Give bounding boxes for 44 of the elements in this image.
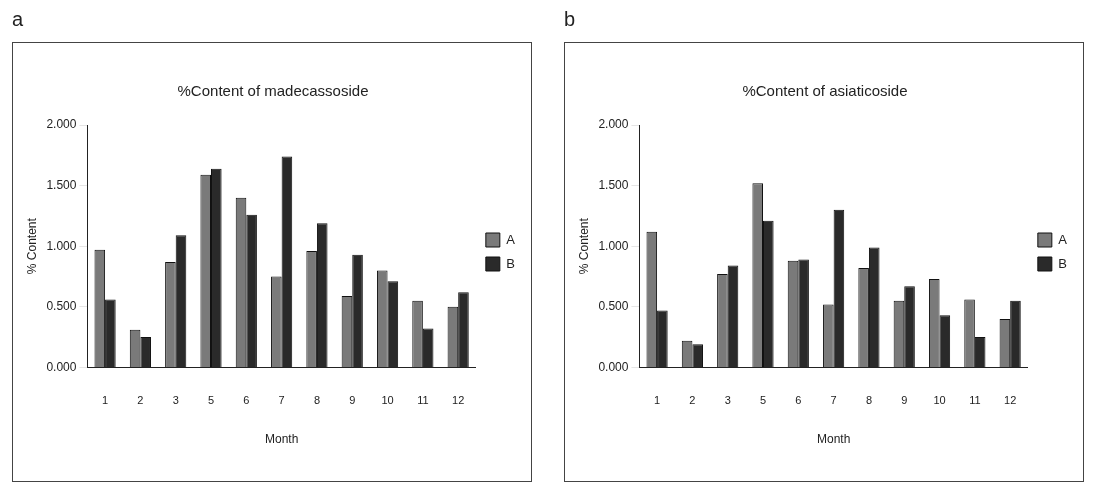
y-tick-label: 1.500 bbox=[598, 177, 629, 192]
text: b bbox=[564, 8, 576, 31]
x-tick-label: 5 bbox=[207, 393, 215, 406]
y-tick-label: 0.500 bbox=[46, 299, 77, 314]
text: a bbox=[12, 8, 24, 31]
y-tick-label: 1.500 bbox=[46, 177, 77, 192]
x-tick-label: 12 bbox=[1004, 393, 1017, 406]
y-tick-label: 2.000 bbox=[46, 117, 77, 132]
x-tick-label: 6 bbox=[243, 393, 250, 406]
y-tick-label: 0.000 bbox=[598, 359, 629, 374]
x-tick-label: 2 bbox=[137, 393, 144, 406]
y-tick-label: 1.000 bbox=[598, 238, 629, 253]
x-tick-label: 9 bbox=[349, 393, 356, 406]
x-tick-label: 5 bbox=[759, 393, 767, 406]
x-axis-title: Month bbox=[816, 432, 851, 447]
x-tick-label: 7 bbox=[830, 393, 837, 406]
x-tick-label: 6 bbox=[795, 393, 802, 406]
y-tick-label: 2.000 bbox=[598, 117, 629, 132]
x-tick-label: 8 bbox=[865, 393, 872, 406]
chart-title: %Content of asiaticoside bbox=[742, 82, 908, 100]
x-tick-label: 10 bbox=[933, 393, 946, 406]
y-axis-title: % Content bbox=[576, 217, 591, 275]
x-tick-label: 3 bbox=[172, 393, 179, 406]
x-tick-label: 12 bbox=[452, 393, 465, 406]
x-tick-label: 8 bbox=[313, 393, 320, 406]
y-tick-label: 1.000 bbox=[46, 238, 77, 253]
x-tick-label: 2 bbox=[689, 393, 696, 406]
x-tick-label: 3 bbox=[724, 393, 731, 406]
x-tick-label: 1 bbox=[102, 393, 109, 406]
legend-label: B bbox=[506, 255, 515, 271]
x-tick-label: 11 bbox=[969, 393, 981, 406]
legend-label: A bbox=[1058, 231, 1068, 247]
x-tick-label: 9 bbox=[901, 393, 908, 406]
x-tick-label: 10 bbox=[381, 393, 394, 406]
x-axis-title: Month bbox=[264, 432, 299, 447]
y-tick-label: 0.000 bbox=[46, 359, 77, 374]
x-tick-label: 7 bbox=[278, 393, 285, 406]
legend-label: B bbox=[1058, 255, 1067, 271]
x-tick-label: 1 bbox=[654, 393, 661, 406]
x-tick-label: 11 bbox=[417, 393, 429, 406]
y-tick-label: 0.500 bbox=[598, 299, 629, 314]
legend-label: A bbox=[506, 231, 516, 247]
chart-title: %Content of madecassoside bbox=[177, 82, 369, 100]
y-axis-title: % Content bbox=[24, 217, 39, 275]
